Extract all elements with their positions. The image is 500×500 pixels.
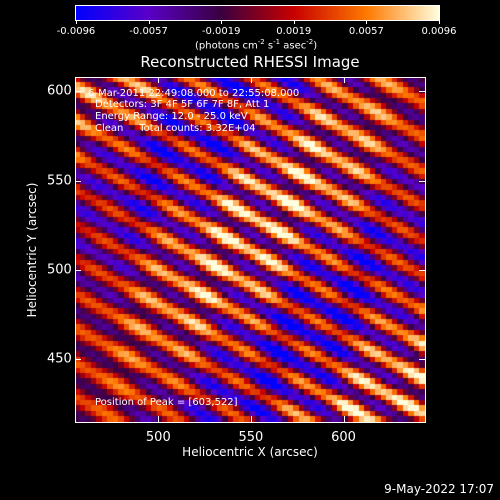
colorbar-tick [439,20,440,24]
y-tick-mark [419,359,425,361]
x-tick-mark [343,77,345,83]
y-tick-mark [75,270,81,272]
colorbar-tick [148,20,150,24]
x-tick-mark [250,416,252,422]
plot-timestamp: 9-May-2022 17:07 [384,482,494,496]
y-tick-mark [419,91,425,93]
heatmap-image [75,77,425,422]
x-tick-label: 550 [238,430,264,445]
colorbar-frame [75,5,440,21]
colorbar-units: (photons cm-2 s-1 asec-2) [195,38,318,52]
y-tick-mark [75,359,81,361]
x-tick-label: 500 [145,430,171,445]
colorbar-tick-label: -0.0096 [56,26,96,37]
colorbar-tick-label: 0.0019 [276,26,312,37]
y-tick-mark [419,180,425,182]
colorbar-tick [76,20,77,24]
colorbar-tick [366,20,368,24]
y-tick-mark [75,180,81,182]
annotation-peak-position: Position of Peak = [603,522] [95,397,238,408]
x-tick-mark [158,416,160,422]
colorbar-tick-label: 0.0096 [421,26,457,37]
x-tick-mark [158,77,160,83]
y-tick-label: 500 [47,262,72,278]
y-tick-label: 450 [47,351,72,367]
colorbar-gradient [75,5,440,21]
x-tick-label: 600 [331,430,356,445]
x-axis-label: Heliocentric X (arcsec) [182,445,318,459]
annotation-energy: Energy Range: 12.0 - 25.0 keV [95,111,248,122]
y-axis-label: Heliocentric Y (arcsec) [25,182,39,318]
y-tick-mark [419,270,425,272]
x-tick-mark [343,416,345,422]
colorbar-tick [221,20,223,24]
colorbar-tick-label: -0.0057 [129,26,168,37]
x-tick-mark [250,77,252,83]
colorbar-tick [293,20,295,24]
y-tick-mark [75,91,81,93]
y-tick-label: 550 [47,173,72,189]
colorbar-tick-label: 0.0057 [348,26,384,37]
chart-title: Reconstructed RHESSI Image [140,53,360,71]
annotation-clean: Clean Total counts: 3.32E+04 [95,123,256,134]
y-tick-label: 600 [47,83,72,99]
annotation-time-range: 6-Mar-2011 22:49:08.000 to 22:55:08.000 [88,88,300,99]
colorbar-tick-label: -0.0019 [201,26,241,37]
annotation-detectors: Detectors: 3F 4F 5F 6F 7F 8F, Att 1 [95,99,270,110]
